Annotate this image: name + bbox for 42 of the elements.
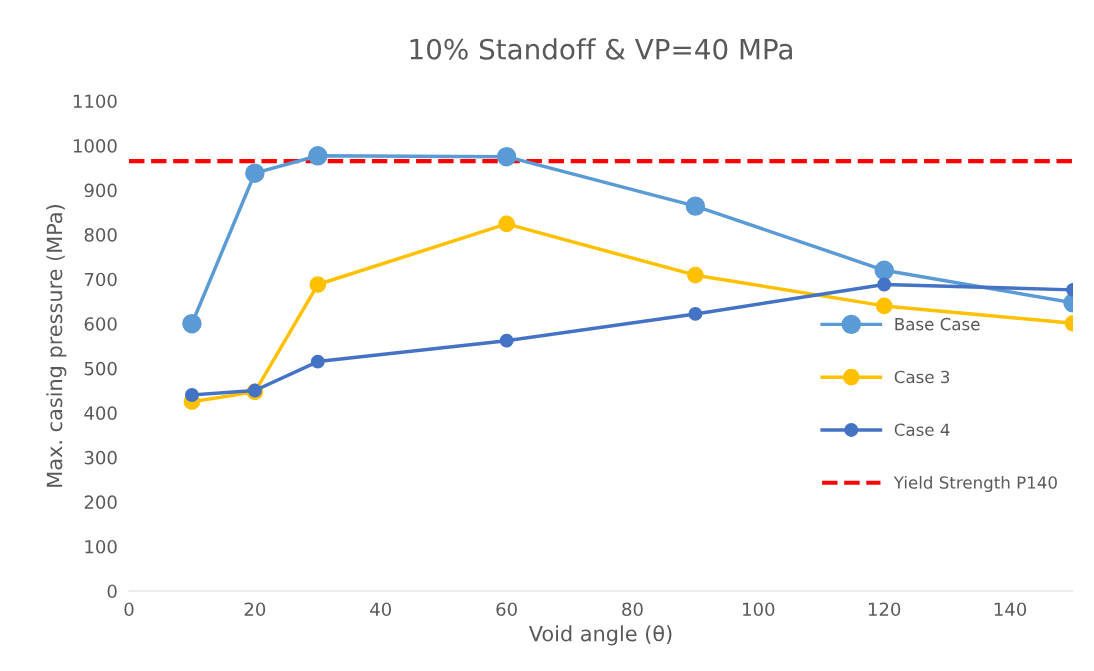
point: [688, 306, 703, 321]
legend-label: Base Case: [895, 317, 980, 331]
y-tick-label: 1100: [73, 94, 117, 109]
x-tick-label: 140: [994, 602, 1027, 617]
x-tick-label: 0: [124, 602, 134, 617]
point: [245, 163, 265, 183]
point: [874, 260, 894, 280]
point: [182, 314, 202, 334]
y-axis-title: Max. casing pressure (MPa): [46, 205, 67, 487]
x-axis-title: Void angle (θ): [528, 625, 672, 646]
x-tick-label: 40: [370, 602, 392, 617]
point: [308, 146, 328, 166]
y-tick-label: 100: [85, 539, 117, 554]
point: [309, 276, 327, 293]
point: [499, 333, 514, 348]
point: [687, 266, 704, 284]
point: [310, 354, 325, 369]
point: [877, 277, 892, 292]
point: [184, 388, 199, 402]
point: [685, 196, 706, 216]
point: [875, 297, 893, 315]
y-tick-label: 500: [84, 361, 117, 376]
y-tick-label: 800: [84, 228, 117, 242]
y-tick-label: 0: [107, 584, 117, 599]
y-tick-label: 700: [84, 272, 117, 287]
y-tick-label: 900: [84, 183, 117, 198]
chart-title: 10% Standoff & VP=40 MPa: [410, 38, 792, 60]
x-tick-label: 120: [868, 602, 901, 617]
y-tick-label: 600: [84, 317, 117, 331]
y-tick-label: 300: [84, 450, 117, 465]
x-tick-label: 80: [622, 602, 643, 617]
x-tick-label: 60: [496, 602, 517, 617]
x-tick-label: 20: [244, 602, 266, 617]
legend-label: Yield Strength P140: [893, 475, 1057, 493]
legend-label: Case 3: [894, 370, 950, 384]
point: [498, 215, 515, 233]
y-tick-label: 400: [84, 406, 117, 420]
y-tick-label: 200: [84, 495, 117, 510]
legend-label: Case 4: [894, 423, 950, 437]
x-tick-label: 100: [743, 602, 775, 617]
point: [496, 146, 517, 167]
y-tick-label: 1000: [73, 139, 117, 153]
